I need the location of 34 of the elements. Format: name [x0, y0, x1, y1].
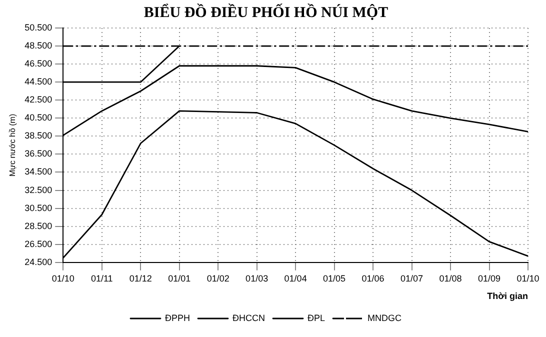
legend-label: ĐPL	[308, 312, 326, 323]
y-tick-label: 30.500	[24, 202, 52, 213]
y-tick-label: 38.500	[24, 130, 52, 141]
x-tick-label: 01/12	[129, 273, 152, 284]
y-tick-label: 40.500	[24, 112, 52, 123]
x-tick-label: 01/01	[168, 273, 191, 284]
legend-label: ĐPPH	[164, 312, 190, 323]
x-tick-label: 01/09	[478, 273, 501, 284]
y-tick-label: 44.500	[24, 76, 52, 87]
x-tick-label: 01/04	[284, 273, 307, 284]
x-tick-label: 01/08	[439, 273, 462, 284]
legend-label: MNDGC	[368, 312, 402, 323]
x-tick-label: 01/05	[323, 273, 346, 284]
y-tick-label: 48.500	[24, 40, 52, 51]
y-tick-label: 36.500	[24, 148, 52, 159]
chart-title: BIỂU ĐỒ ĐIỀU PHỐI HỒ NÚI MỘT	[144, 2, 388, 21]
y-tick-label: 34.500	[24, 166, 52, 177]
x-tick-label: 01/10	[52, 273, 74, 284]
x-tick-label: 01/06	[362, 273, 384, 284]
y-tick-label: 28.500	[24, 220, 52, 231]
x-tick-label: 01/02	[206, 273, 230, 284]
legend-label: ĐHCCN	[232, 312, 265, 323]
y-tick-label: 46.500	[24, 58, 52, 69]
y-tick-label: 32.500	[24, 184, 52, 195]
y-axis-title: Mực nước hồ (m)	[8, 114, 18, 177]
y-tick-label: 50.500	[24, 22, 52, 32]
x-axis-title: Thời gian	[487, 291, 528, 302]
x-tick-label: 01/03	[246, 273, 268, 284]
x-tick-label: 01/07	[400, 273, 424, 284]
y-tick-label: 26.500	[24, 238, 52, 249]
x-tick-label: 01/10	[516, 273, 540, 284]
x-tick-label: 01/11	[90, 273, 113, 284]
y-tick-label: 24.500	[24, 256, 52, 267]
y-tick-label: 42.500	[24, 94, 52, 105]
